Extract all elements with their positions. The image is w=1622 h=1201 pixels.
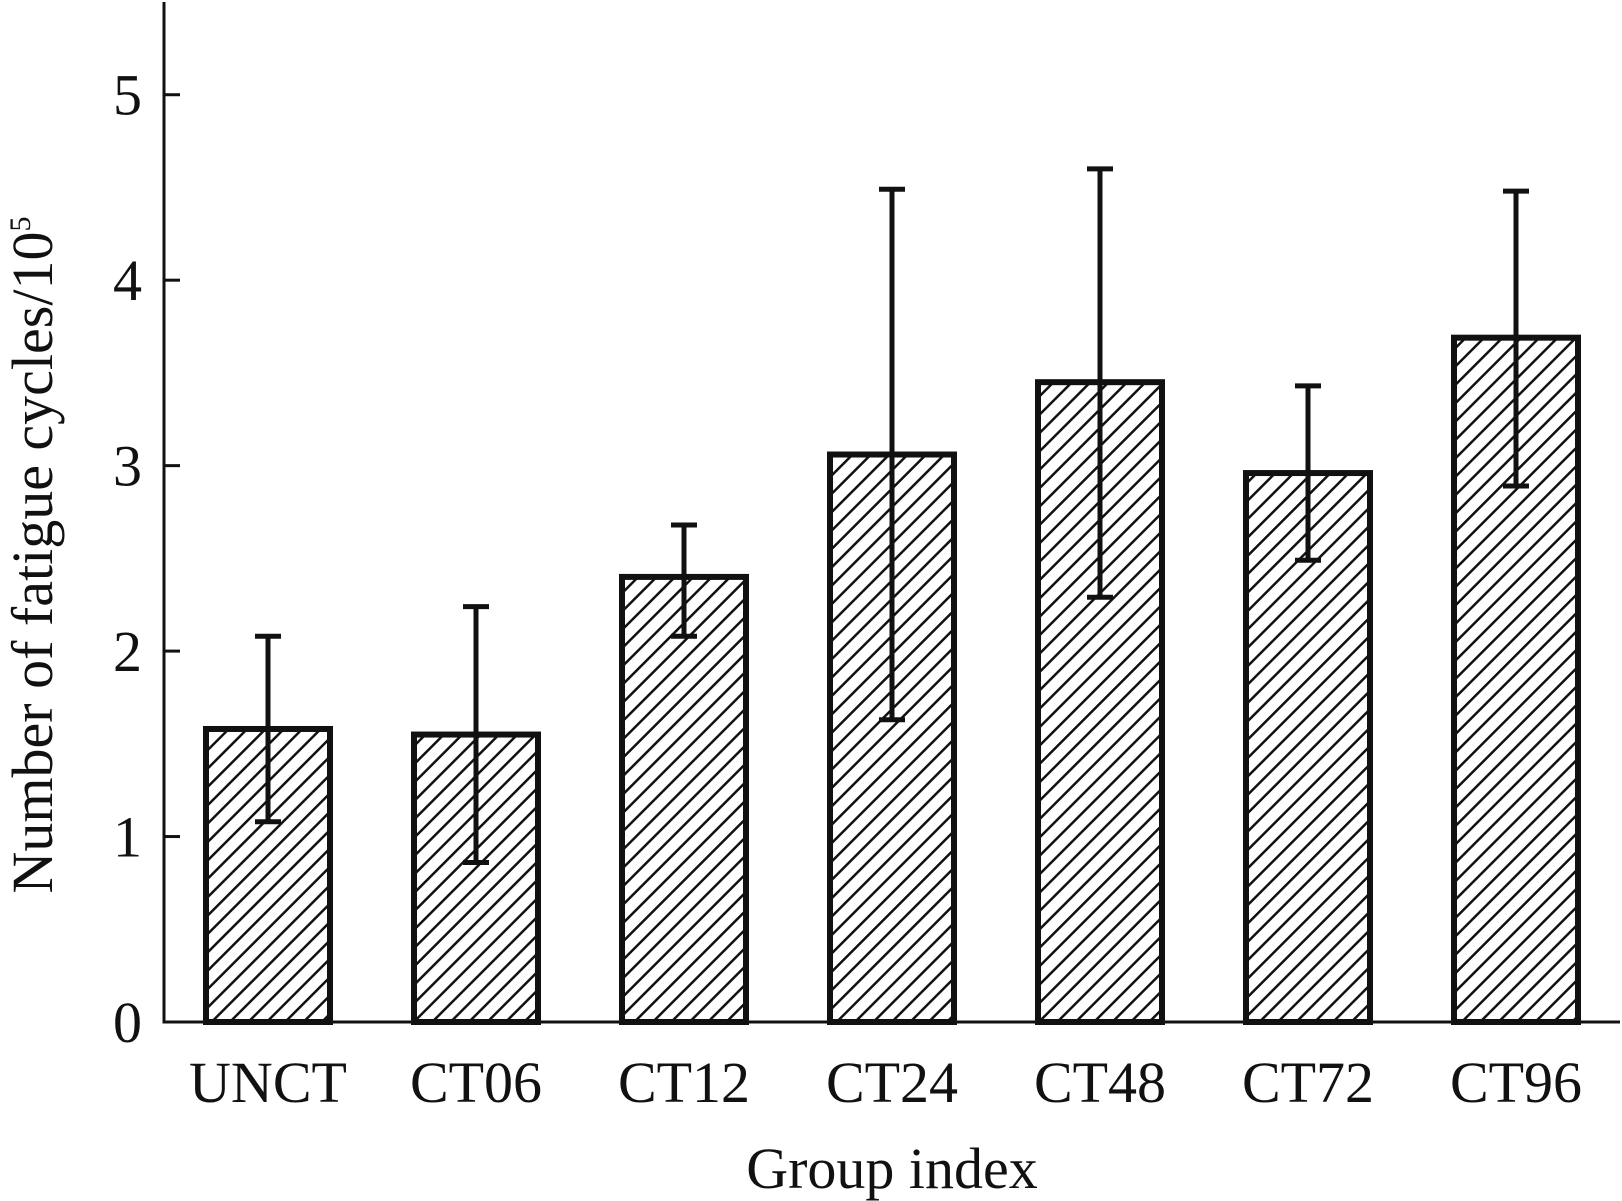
x-axis-title: Group index (746, 1136, 1038, 1201)
x-tick-label: UNCT (189, 1050, 347, 1115)
x-tick-label: CT06 (410, 1050, 542, 1115)
x-tick-label: CT96 (1450, 1050, 1582, 1115)
axes-layer (162, 2, 1620, 1024)
y-axis-title: Number of fatigue cycles/105 (0, 217, 65, 894)
y-axis-title-superscript: 5 (4, 217, 37, 232)
x-tick-label: CT72 (1242, 1050, 1374, 1115)
bar-ct12 (619, 573, 749, 1026)
y-tick-label: 5 (113, 63, 142, 128)
y-axis-title-main: Number of fatigue cycles/10 (0, 232, 65, 894)
y-tick-label: 3 (113, 434, 142, 499)
error-bars-layer (255, 166, 1529, 866)
y-tick-label: 4 (113, 248, 142, 313)
bar-ct24 (827, 451, 957, 1025)
bar-ct72 (1243, 470, 1373, 1025)
labels-layer: UNCT CT06 CT12 CT24 CT48 CT72 CT96 0 1 2 3 4 5 (113, 63, 1582, 1115)
y-tick-label: 0 (113, 990, 142, 1055)
x-tick-label: CT12 (618, 1050, 750, 1115)
y-tick-label: 1 (113, 805, 142, 870)
x-tick-label: CT48 (1034, 1050, 1166, 1115)
y-tick-label: 2 (113, 619, 142, 684)
x-tick-label: CT24 (826, 1050, 958, 1115)
